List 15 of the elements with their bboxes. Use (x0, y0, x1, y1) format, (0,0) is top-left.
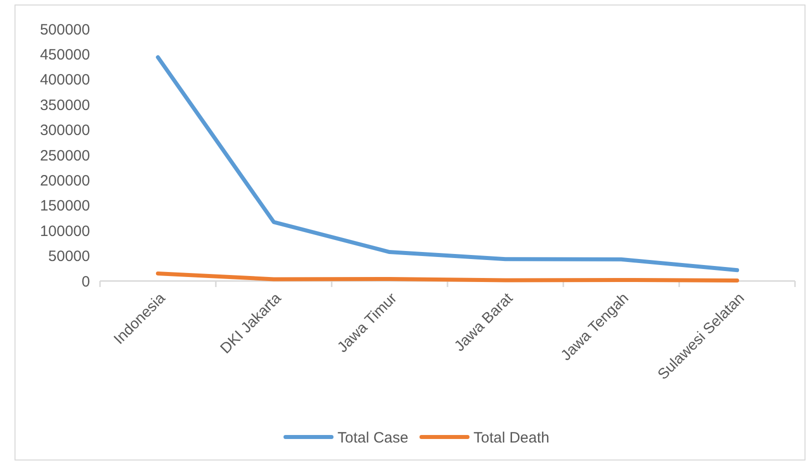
y-tick-label: 300000 (40, 122, 90, 140)
y-tick-label: 400000 (40, 72, 90, 89)
legend-label: Total Case (338, 429, 408, 446)
y-tick-label: 150000 (40, 198, 90, 215)
y-tick-label: 350000 (40, 96, 90, 114)
y-tick-label: 0 (82, 273, 90, 290)
y-tick-label: 450000 (40, 46, 90, 64)
line-series (156, 55, 740, 272)
legend-label: Total Death (474, 429, 550, 446)
line-series (156, 271, 740, 282)
y-tick-label: 250000 (40, 147, 90, 164)
y-tick-label: 100000 (40, 222, 90, 240)
y-tick-label: 50000 (48, 248, 90, 266)
y-tick-label: 200000 (40, 172, 90, 190)
y-tick-label: 500000 (40, 21, 90, 38)
